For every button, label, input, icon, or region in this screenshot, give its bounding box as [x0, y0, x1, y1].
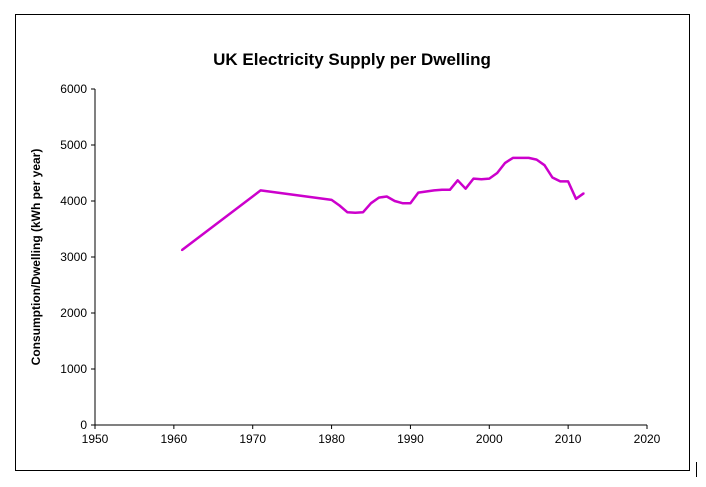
data-point	[488, 177, 491, 180]
series-group	[180, 156, 585, 252]
axes: 0 1000 2000 3000 4000 5000 6000 1950 1960 1970 198…	[60, 82, 660, 446]
data-point	[330, 199, 333, 201]
series-line	[180, 156, 585, 252]
data-point	[575, 197, 577, 200]
y-tick-label: 4000	[60, 194, 87, 208]
data-point	[180, 249, 183, 252]
chart-frame: UK Electricity Supply per Dwelling Consu…	[15, 14, 690, 471]
data-point	[472, 177, 475, 180]
x-tick-label: 1950	[82, 432, 109, 446]
data-point	[449, 189, 451, 191]
data-point	[583, 192, 585, 194]
x-tick-label: 1990	[397, 432, 424, 446]
data-point	[464, 187, 467, 190]
y-tick-label: 0	[80, 418, 87, 432]
x-tick-label: 2010	[555, 432, 582, 446]
y-tick-label: 1000	[60, 362, 87, 376]
data-point	[504, 162, 506, 164]
data-point	[338, 204, 341, 207]
line-chart: UK Electricity Supply per Dwelling Consu…	[29, 50, 661, 446]
x-tick-label: 1970	[239, 432, 266, 446]
data-point	[480, 178, 483, 180]
y-tick-label: 3000	[60, 250, 87, 264]
y-tick-label: 2000	[60, 306, 87, 320]
data-point	[417, 191, 420, 194]
text-cursor	[696, 462, 697, 477]
data-point	[425, 190, 428, 193]
data-point	[456, 179, 459, 182]
data-point	[512, 157, 514, 159]
data-point	[393, 200, 396, 202]
data-point	[385, 195, 388, 198]
data-point	[441, 189, 443, 191]
x-tick-label: 2020	[634, 432, 661, 446]
data-point	[527, 157, 530, 159]
data-point	[559, 180, 562, 183]
data-point	[433, 189, 435, 192]
data-point	[370, 202, 372, 205]
data-point	[520, 157, 522, 159]
y-tick-label: 6000	[60, 82, 87, 96]
x-tick-label: 1960	[161, 432, 188, 446]
data-point	[567, 180, 569, 183]
x-tick-label: 2000	[476, 432, 503, 446]
data-point	[409, 202, 412, 205]
data-point	[362, 211, 364, 213]
y-tick-label: 5000	[60, 138, 87, 152]
chart-title: UK Electricity Supply per Dwelling	[213, 50, 491, 69]
data-point	[378, 196, 380, 199]
data-point	[259, 189, 262, 192]
y-axis-label: Consumption/Dwelling (kWh per year)	[29, 149, 43, 366]
data-point	[354, 211, 357, 214]
data-point	[346, 211, 349, 213]
data-point	[535, 158, 538, 161]
data-point	[496, 172, 498, 174]
x-tick-label: 1980	[318, 432, 345, 446]
data-point	[543, 164, 546, 166]
data-point	[401, 202, 404, 205]
data-point	[551, 176, 554, 179]
